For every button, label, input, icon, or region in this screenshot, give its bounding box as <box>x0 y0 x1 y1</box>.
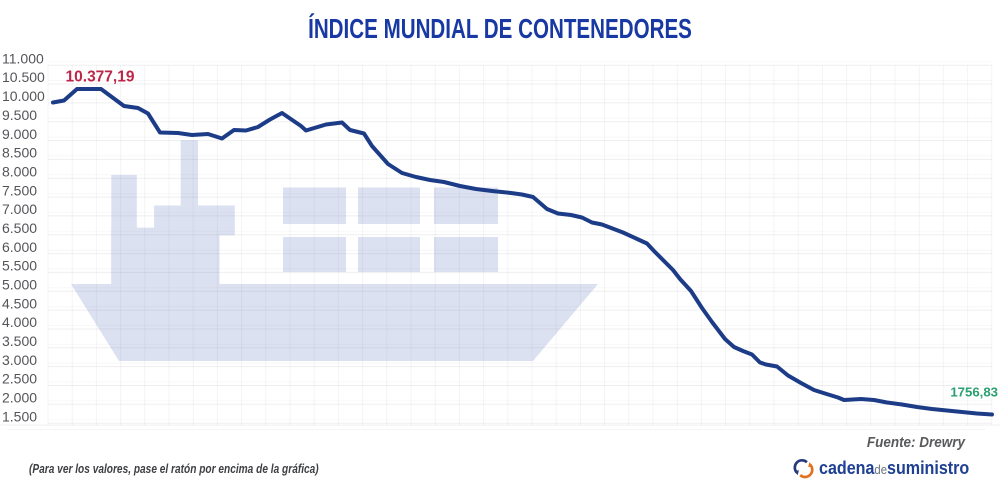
svg-text:10.500: 10.500 <box>2 69 45 85</box>
svg-text:5.000: 5.000 <box>2 277 37 293</box>
svg-text:11.000: 11.000 <box>2 50 44 66</box>
svg-text:7.000: 7.000 <box>2 201 37 217</box>
svg-text:9.500: 9.500 <box>2 107 37 123</box>
svg-text:Fuente: Drewry: Fuente: Drewry <box>867 434 966 451</box>
svg-text:10.000: 10.000 <box>2 88 45 104</box>
svg-text:9.000: 9.000 <box>2 126 37 142</box>
svg-text:6.500: 6.500 <box>2 220 37 236</box>
svg-text:8.500: 8.500 <box>2 145 37 161</box>
svg-text:6.000: 6.000 <box>2 239 37 255</box>
svg-text:8.000: 8.000 <box>2 163 37 179</box>
svg-text:5.500: 5.500 <box>2 258 37 274</box>
svg-text:4.000: 4.000 <box>2 314 37 330</box>
svg-text:3.000: 3.000 <box>2 352 37 368</box>
svg-text:2.000: 2.000 <box>2 390 37 406</box>
svg-text:1.500: 1.500 <box>2 408 37 424</box>
svg-text:1756,83: 1756,83 <box>950 385 998 400</box>
svg-text:cadenadesuministro: cadenadesuministro <box>819 457 969 478</box>
svg-text:10.377,19: 10.377,19 <box>66 69 135 86</box>
svg-text:2.500: 2.500 <box>2 371 37 387</box>
svg-text:7.500: 7.500 <box>2 182 37 198</box>
svg-text:3.500: 3.500 <box>2 333 37 349</box>
svg-text:4.500: 4.500 <box>2 295 37 311</box>
